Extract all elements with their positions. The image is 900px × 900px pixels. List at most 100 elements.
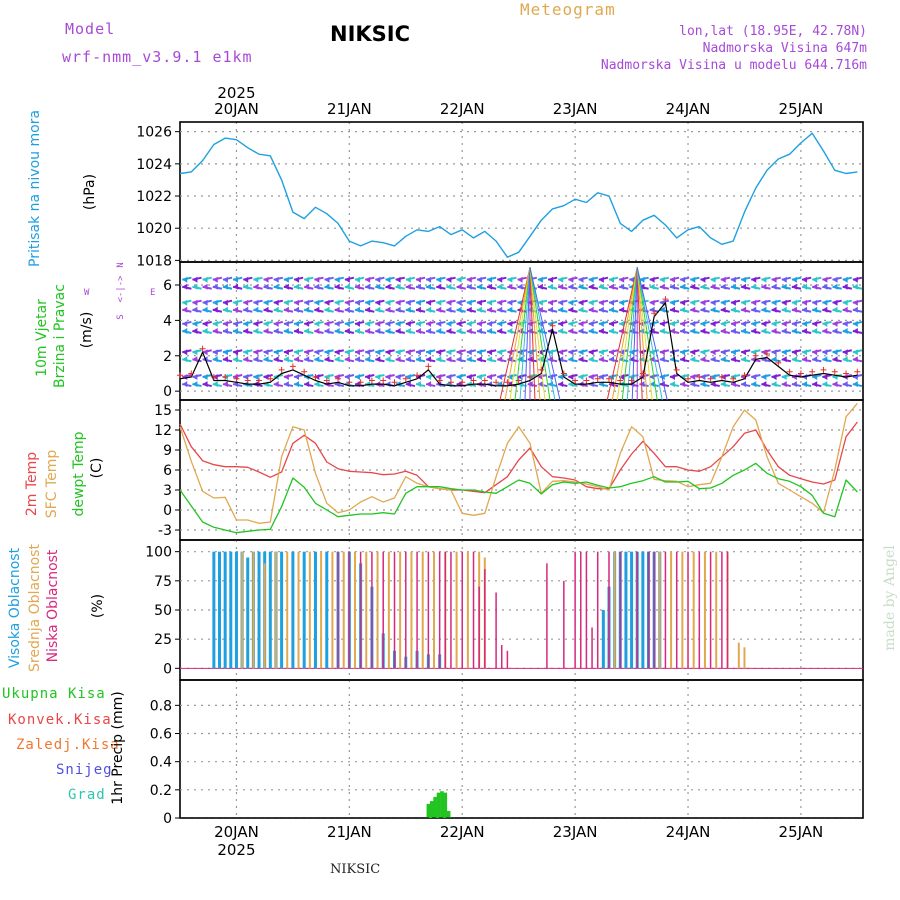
wind-arrow-head [497, 306, 503, 313]
wind-gust-marker [210, 374, 217, 380]
wind-arrow-head [720, 276, 726, 283]
cloud-high-bar [234, 551, 238, 669]
wind-arrow-head [395, 328, 401, 334]
wind-gust-fan [529, 267, 541, 401]
wind-arrow-head [456, 374, 462, 380]
wind-arrow-head [812, 299, 818, 306]
wind-arrow-head [669, 374, 675, 380]
wind-arrow-head [791, 320, 797, 327]
cloud-high-bar [630, 551, 634, 669]
wind-arrow-head [385, 276, 391, 283]
wind-arrow-head [415, 276, 421, 283]
wind-arrow-head [385, 306, 391, 313]
wind-arrow-head [832, 306, 838, 313]
wind-arrow-head [791, 356, 797, 363]
compass-w: W [84, 288, 90, 298]
y-tick-label: 0 [163, 503, 172, 519]
y-tick-label: 25 [154, 632, 172, 648]
wind-arrow-head [212, 320, 218, 327]
wind-arrow-head [222, 283, 228, 290]
wind-arrow-head [680, 381, 686, 388]
wind-arrow-head [395, 283, 401, 290]
wind-arrow-head [304, 299, 310, 306]
wind-arrow-head [497, 276, 503, 283]
wind-arrow-head [243, 306, 249, 313]
wind-arrow-head [466, 276, 472, 283]
wind-arrow-head [761, 306, 767, 313]
wind-arrow-head [334, 320, 340, 327]
wind-gust-marker [809, 368, 816, 375]
wind-arrow-head [730, 283, 736, 290]
wind-gust-marker [628, 377, 635, 384]
cloud-low-bar [546, 563, 548, 669]
cloud-mid-bar [692, 551, 695, 669]
y-tick-label: 6 [163, 278, 172, 294]
wind-arrow-head [415, 320, 421, 327]
wind-arrow-head [578, 276, 584, 283]
cloud-low-bar [619, 551, 622, 669]
wind-arrow-head [629, 356, 635, 363]
wind-arrow-head [253, 276, 259, 283]
wind-arrow-head [751, 299, 757, 306]
wind-gust-fan [499, 267, 531, 401]
wind-arrow-head [405, 320, 411, 327]
wind-arrow-head [741, 381, 747, 388]
precip-total-bar [443, 792, 448, 818]
wind-arrow-head [212, 349, 218, 356]
wind-gust-fan [636, 267, 658, 401]
wind-arrow-head [426, 320, 432, 327]
wind-arrow-head [263, 283, 269, 290]
wind-arrow-head [436, 299, 442, 306]
wind-gust-marker [673, 366, 680, 373]
wind-arrow-head [751, 276, 757, 283]
wind-arrow-head [365, 381, 371, 388]
cloud-low-bar [461, 551, 463, 669]
day-label-top: 23JAN [553, 100, 598, 118]
wind-gust-marker [549, 322, 556, 329]
wind-arrow-head [771, 320, 777, 327]
wind-arrow-head [791, 306, 797, 313]
wind-arrow-head [852, 349, 858, 356]
wind-arrow-head [263, 349, 269, 356]
cloud-high-bar [268, 551, 272, 669]
wind-arrow-head [649, 381, 655, 388]
wind-arrow-head [842, 328, 848, 334]
wind-arrow-head [690, 349, 696, 356]
cloud-low-bar [416, 551, 418, 669]
wind-arrow-head [222, 328, 228, 334]
wind-arrow-head [598, 374, 604, 380]
wind-arrow-head [497, 320, 503, 327]
wind-gust-fan [626, 267, 638, 401]
wind-arrow-head [842, 283, 848, 290]
wind-arrow-head [182, 283, 188, 290]
wind-arrow-head [263, 306, 269, 313]
wind-arrow-head [253, 283, 259, 290]
wind-arrow-head [344, 374, 350, 380]
cloud-mid-bar [658, 551, 661, 669]
wind-arrow-head [680, 299, 686, 306]
precip-total-bar [433, 796, 437, 818]
wind-gust-marker [301, 368, 308, 375]
cloud-low-bar [675, 551, 678, 669]
wind-arrow-head [436, 320, 442, 327]
wind-arrow-head [294, 328, 300, 334]
cloud-mid-bar [308, 551, 311, 669]
wind-arrow-head [314, 356, 320, 363]
wind-arrow-head [243, 283, 249, 290]
wind-arrow-head [852, 320, 858, 327]
wind-arrow-head [334, 306, 340, 313]
cloud-low-bar [647, 551, 650, 669]
wind-arrow-head [395, 374, 401, 380]
cloud-low-bar [687, 551, 689, 669]
wind-arrow-head [497, 374, 503, 380]
wind-arrow-head [182, 320, 188, 327]
wind-arrow-head [710, 356, 716, 363]
cloud-low-bar [450, 551, 452, 669]
wind-gust-marker [256, 377, 263, 384]
wind-arrow-head [415, 328, 421, 334]
wind-arrow-head [375, 349, 381, 356]
wind-arrow-head [446, 320, 452, 327]
wind-arrow-head [334, 276, 340, 283]
wind-arrow-head [344, 299, 350, 306]
wind-arrow-head [781, 299, 787, 306]
